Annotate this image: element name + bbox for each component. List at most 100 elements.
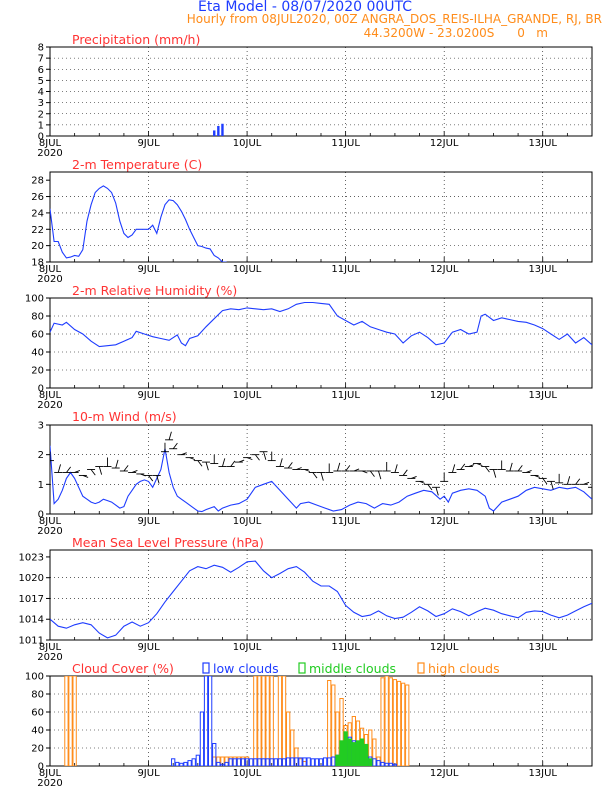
mslp-line bbox=[50, 560, 592, 639]
wind-barb bbox=[591, 487, 592, 488]
legend-label: high clouds bbox=[428, 661, 500, 676]
low-cloud-bar bbox=[298, 757, 303, 766]
y-tick-label: 20 bbox=[31, 366, 44, 377]
cloud-legend: low clouds middle clouds high clouds bbox=[202, 661, 500, 676]
low-cloud-bar bbox=[253, 758, 258, 766]
low-cloud-bar bbox=[171, 758, 176, 766]
high-cloud-bar bbox=[64, 676, 69, 766]
high-cloud-bar bbox=[72, 676, 77, 766]
wind-barb bbox=[57, 464, 61, 473]
high-cloud-bar bbox=[220, 756, 225, 766]
wind-barb bbox=[90, 469, 96, 476]
y-tick-label: 26 bbox=[31, 192, 44, 203]
wind-barb bbox=[312, 472, 318, 479]
low-cloud-bar bbox=[331, 756, 336, 766]
wind-barb bbox=[451, 464, 456, 473]
series-group bbox=[213, 123, 224, 136]
wind-barb bbox=[197, 460, 203, 467]
y-tick-label: 100 bbox=[25, 294, 44, 305]
low-cloud-bar bbox=[273, 758, 278, 766]
low-cloud-bar bbox=[376, 760, 381, 766]
y-tick-label: 22 bbox=[31, 225, 44, 236]
low-cloud-bar bbox=[183, 761, 188, 766]
x-tick-label: 9JUL bbox=[137, 768, 160, 779]
wind-speed-line bbox=[50, 445, 592, 513]
low-cloud-bar bbox=[322, 757, 328, 766]
wind-barb bbox=[205, 461, 209, 471]
x-tick-label: 9JUL bbox=[137, 390, 160, 401]
panel-rh: 0 20 40 60 80 100 8JUL 9JUL 10JUL 11JUL 12JUL 13JUL… bbox=[25, 283, 593, 411]
y-tick-label: 1 bbox=[38, 120, 44, 131]
low-cloud-bar bbox=[327, 757, 332, 766]
low-cloud-bar bbox=[220, 763, 225, 766]
y-tick-label: 80 bbox=[31, 690, 44, 701]
x-tick-label: 9JUL bbox=[137, 642, 160, 653]
series-group bbox=[50, 185, 227, 262]
low-cloud-bar bbox=[384, 762, 389, 766]
main-title: Eta Model - 08/07/2020 00UTC bbox=[198, 0, 412, 15]
x-year-label: 2020 bbox=[37, 400, 62, 411]
x-year-label: 2020 bbox=[37, 148, 62, 159]
x-tick-label: 9JUL bbox=[137, 516, 160, 527]
wind-barb bbox=[378, 470, 382, 480]
y-tick-label: 1020 bbox=[19, 573, 44, 584]
x-tick-label: 10JUL bbox=[233, 390, 262, 401]
low-cloud-bar bbox=[277, 758, 283, 766]
high-cloud-bar bbox=[286, 711, 291, 766]
high-cloud-bar bbox=[281, 676, 287, 766]
low-cloud-bar bbox=[257, 758, 262, 766]
x-year-label: 2020 bbox=[37, 778, 62, 789]
y-tick-label: 1014 bbox=[19, 615, 44, 626]
y-tick-label: 1011 bbox=[19, 636, 44, 647]
precip-bar bbox=[217, 125, 220, 136]
legend-label: middle clouds bbox=[309, 661, 396, 676]
low-cloud-bar bbox=[302, 757, 307, 766]
high-cloud-bar bbox=[294, 747, 299, 766]
x-tick-label: 8JUL bbox=[39, 264, 62, 275]
wind-barb bbox=[336, 462, 341, 472]
wind-barb bbox=[222, 458, 226, 467]
wind-barb bbox=[320, 472, 324, 481]
x-tick-label: 10JUL bbox=[233, 642, 262, 653]
low-cloud-bar bbox=[318, 758, 324, 766]
wind-barb bbox=[345, 465, 351, 472]
wind-barb bbox=[287, 462, 293, 469]
high-cloud-bar bbox=[290, 729, 295, 766]
x-tick-label: 12JUL bbox=[430, 642, 459, 653]
panel-title: 10-m Wind (m/s) bbox=[72, 409, 177, 424]
high-cloud-bar bbox=[68, 676, 73, 766]
wind-barb bbox=[435, 487, 439, 496]
x-tick-label: 10JUL bbox=[233, 768, 262, 779]
y-tick-label: 40 bbox=[31, 348, 44, 359]
low-cloud-bar bbox=[269, 758, 274, 766]
wind-barb bbox=[172, 442, 178, 450]
series-group bbox=[64, 676, 410, 766]
plot-frame bbox=[49, 171, 593, 263]
panel-title: Cloud Cover (%) bbox=[72, 661, 174, 676]
high-cloud-bar bbox=[261, 676, 266, 766]
x-tick-label: 10JUL bbox=[233, 264, 262, 275]
wind-barb bbox=[230, 460, 236, 467]
wind-barb bbox=[509, 462, 513, 472]
low-cloud-bar bbox=[244, 758, 250, 766]
x-tick-label: 8JUL bbox=[39, 390, 62, 401]
y-tick-label: 40 bbox=[31, 726, 44, 737]
x-tick-label: 13JUL bbox=[528, 390, 557, 401]
wind-barb bbox=[123, 465, 129, 472]
y-tick-label: 3 bbox=[38, 98, 44, 109]
x-tick-label: 13JUL bbox=[528, 264, 557, 275]
x-tick-label: 11JUL bbox=[331, 138, 360, 149]
mid-cloud-bar bbox=[359, 738, 365, 766]
x-tick-label: 11JUL bbox=[331, 390, 360, 401]
x-tick-label: 11JUL bbox=[331, 642, 360, 653]
plot-frame bbox=[49, 549, 593, 641]
low-cloud-bar bbox=[310, 758, 315, 766]
wind-barb bbox=[156, 475, 160, 484]
wind-barb bbox=[168, 431, 172, 440]
low-cloud-bar bbox=[240, 758, 246, 766]
x-year-label: 2020 bbox=[37, 652, 62, 663]
y-tick-label: 18 bbox=[31, 258, 44, 269]
